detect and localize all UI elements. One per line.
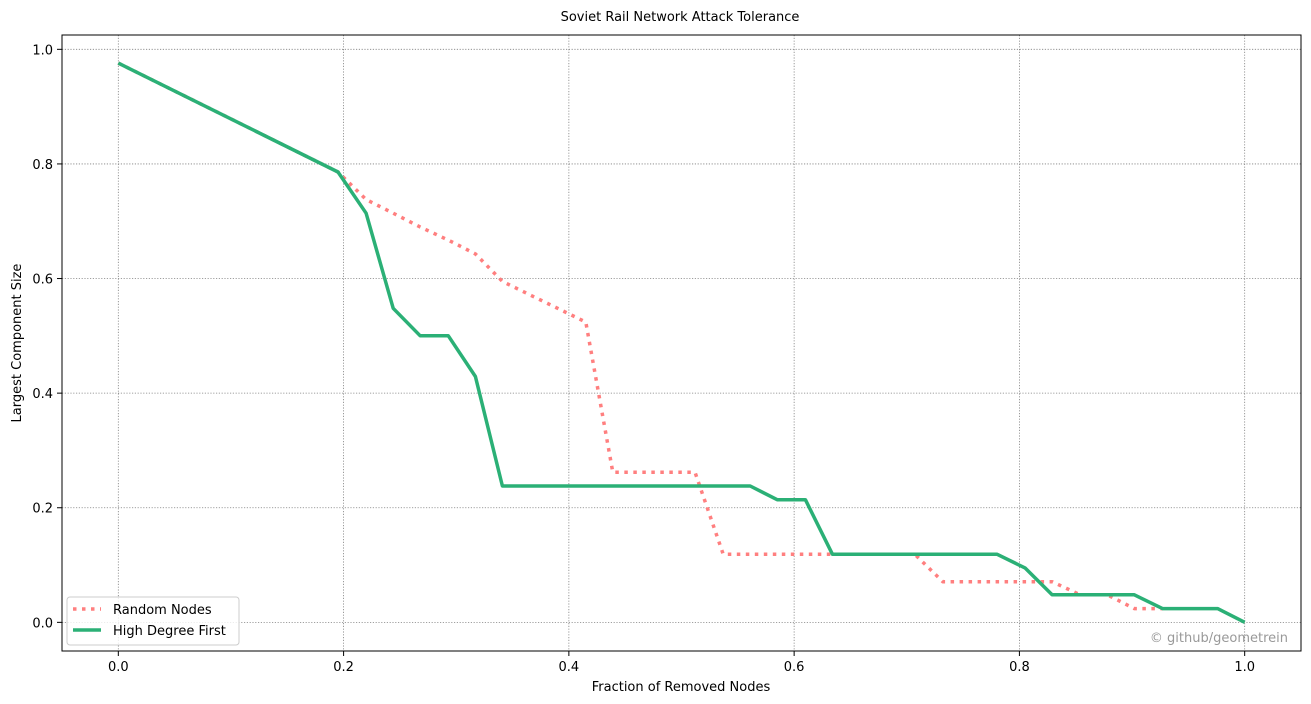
x-tick-label: 0.4 <box>559 660 580 675</box>
x-tick-label: 0.8 <box>1009 660 1030 675</box>
y-tick-label: 0.2 <box>32 502 53 517</box>
plot-frame <box>61 34 1302 652</box>
legend-label-random-nodes: Random Nodes <box>113 603 212 618</box>
y-tick-label: 1.0 <box>32 43 53 58</box>
watermark: © github/geometrein <box>1150 631 1288 646</box>
y-tick-label: 0.8 <box>32 158 53 173</box>
series-lines <box>117 61 1246 624</box>
x-tick-label: 0.0 <box>108 660 129 675</box>
y-axis-label: Largest Component Size <box>10 264 25 423</box>
y-tick-label: 0.6 <box>32 273 53 288</box>
legend-label-high-degree-first: High Degree First <box>113 624 226 639</box>
series-line-high-degree-first <box>117 61 1246 624</box>
y-tick-label: 0.0 <box>32 616 53 631</box>
legend: Random Nodes High Degree First <box>66 596 240 646</box>
x-tick-label: 0.6 <box>784 660 805 675</box>
y-axis-ticks: 0.0 0.2 0.4 0.6 0.8 1.0 <box>32 43 62 631</box>
chart-title: Soviet Rail Network Attack Tolerance <box>561 10 800 25</box>
grid-lines <box>62 35 1301 651</box>
x-axis-ticks: 0.0 0.2 0.4 0.6 0.8 1.0 <box>108 651 1255 675</box>
x-axis-label: Fraction of Removed Nodes <box>592 680 771 695</box>
series-line-random-nodes <box>117 61 1163 611</box>
y-tick-label: 0.4 <box>32 387 53 402</box>
x-tick-label: 1.0 <box>1234 660 1255 675</box>
x-tick-label: 0.2 <box>333 660 354 675</box>
legend-box <box>66 596 240 646</box>
